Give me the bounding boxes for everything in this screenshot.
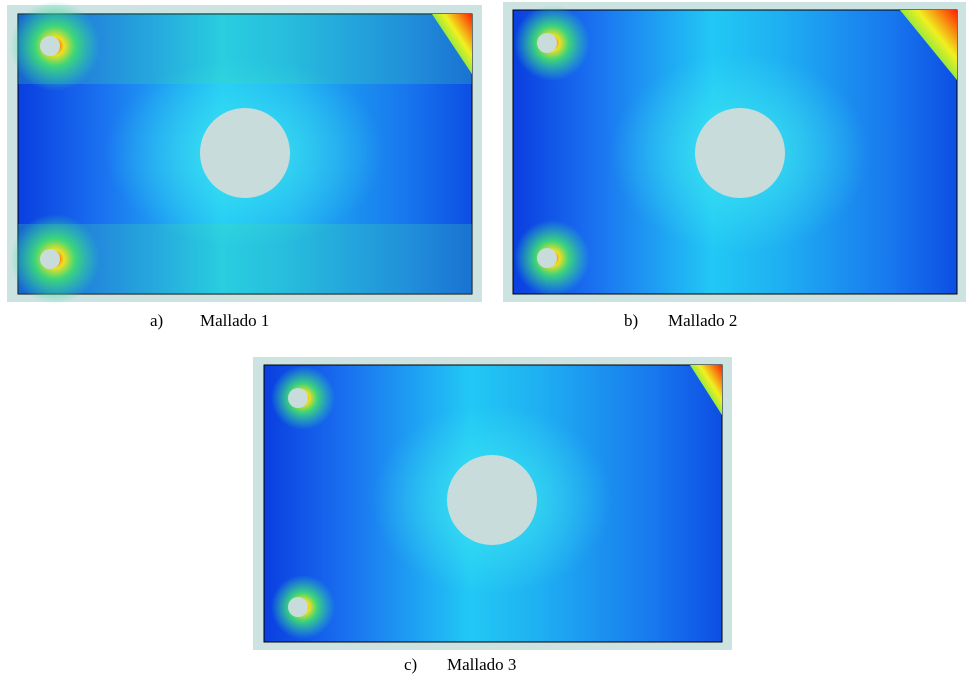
- mesh-panel-a: [7, 1, 482, 304]
- caption-label: b): [624, 311, 638, 330]
- mesh-panel-c: [253, 357, 732, 650]
- caption: Mallado 1: [200, 311, 269, 330]
- caption-label: c): [404, 655, 417, 674]
- mesh-panel-b: [503, 2, 966, 302]
- caption: Mallado 2: [668, 311, 737, 330]
- caption-label: a): [150, 311, 163, 330]
- caption: Mallado 3: [447, 655, 516, 674]
